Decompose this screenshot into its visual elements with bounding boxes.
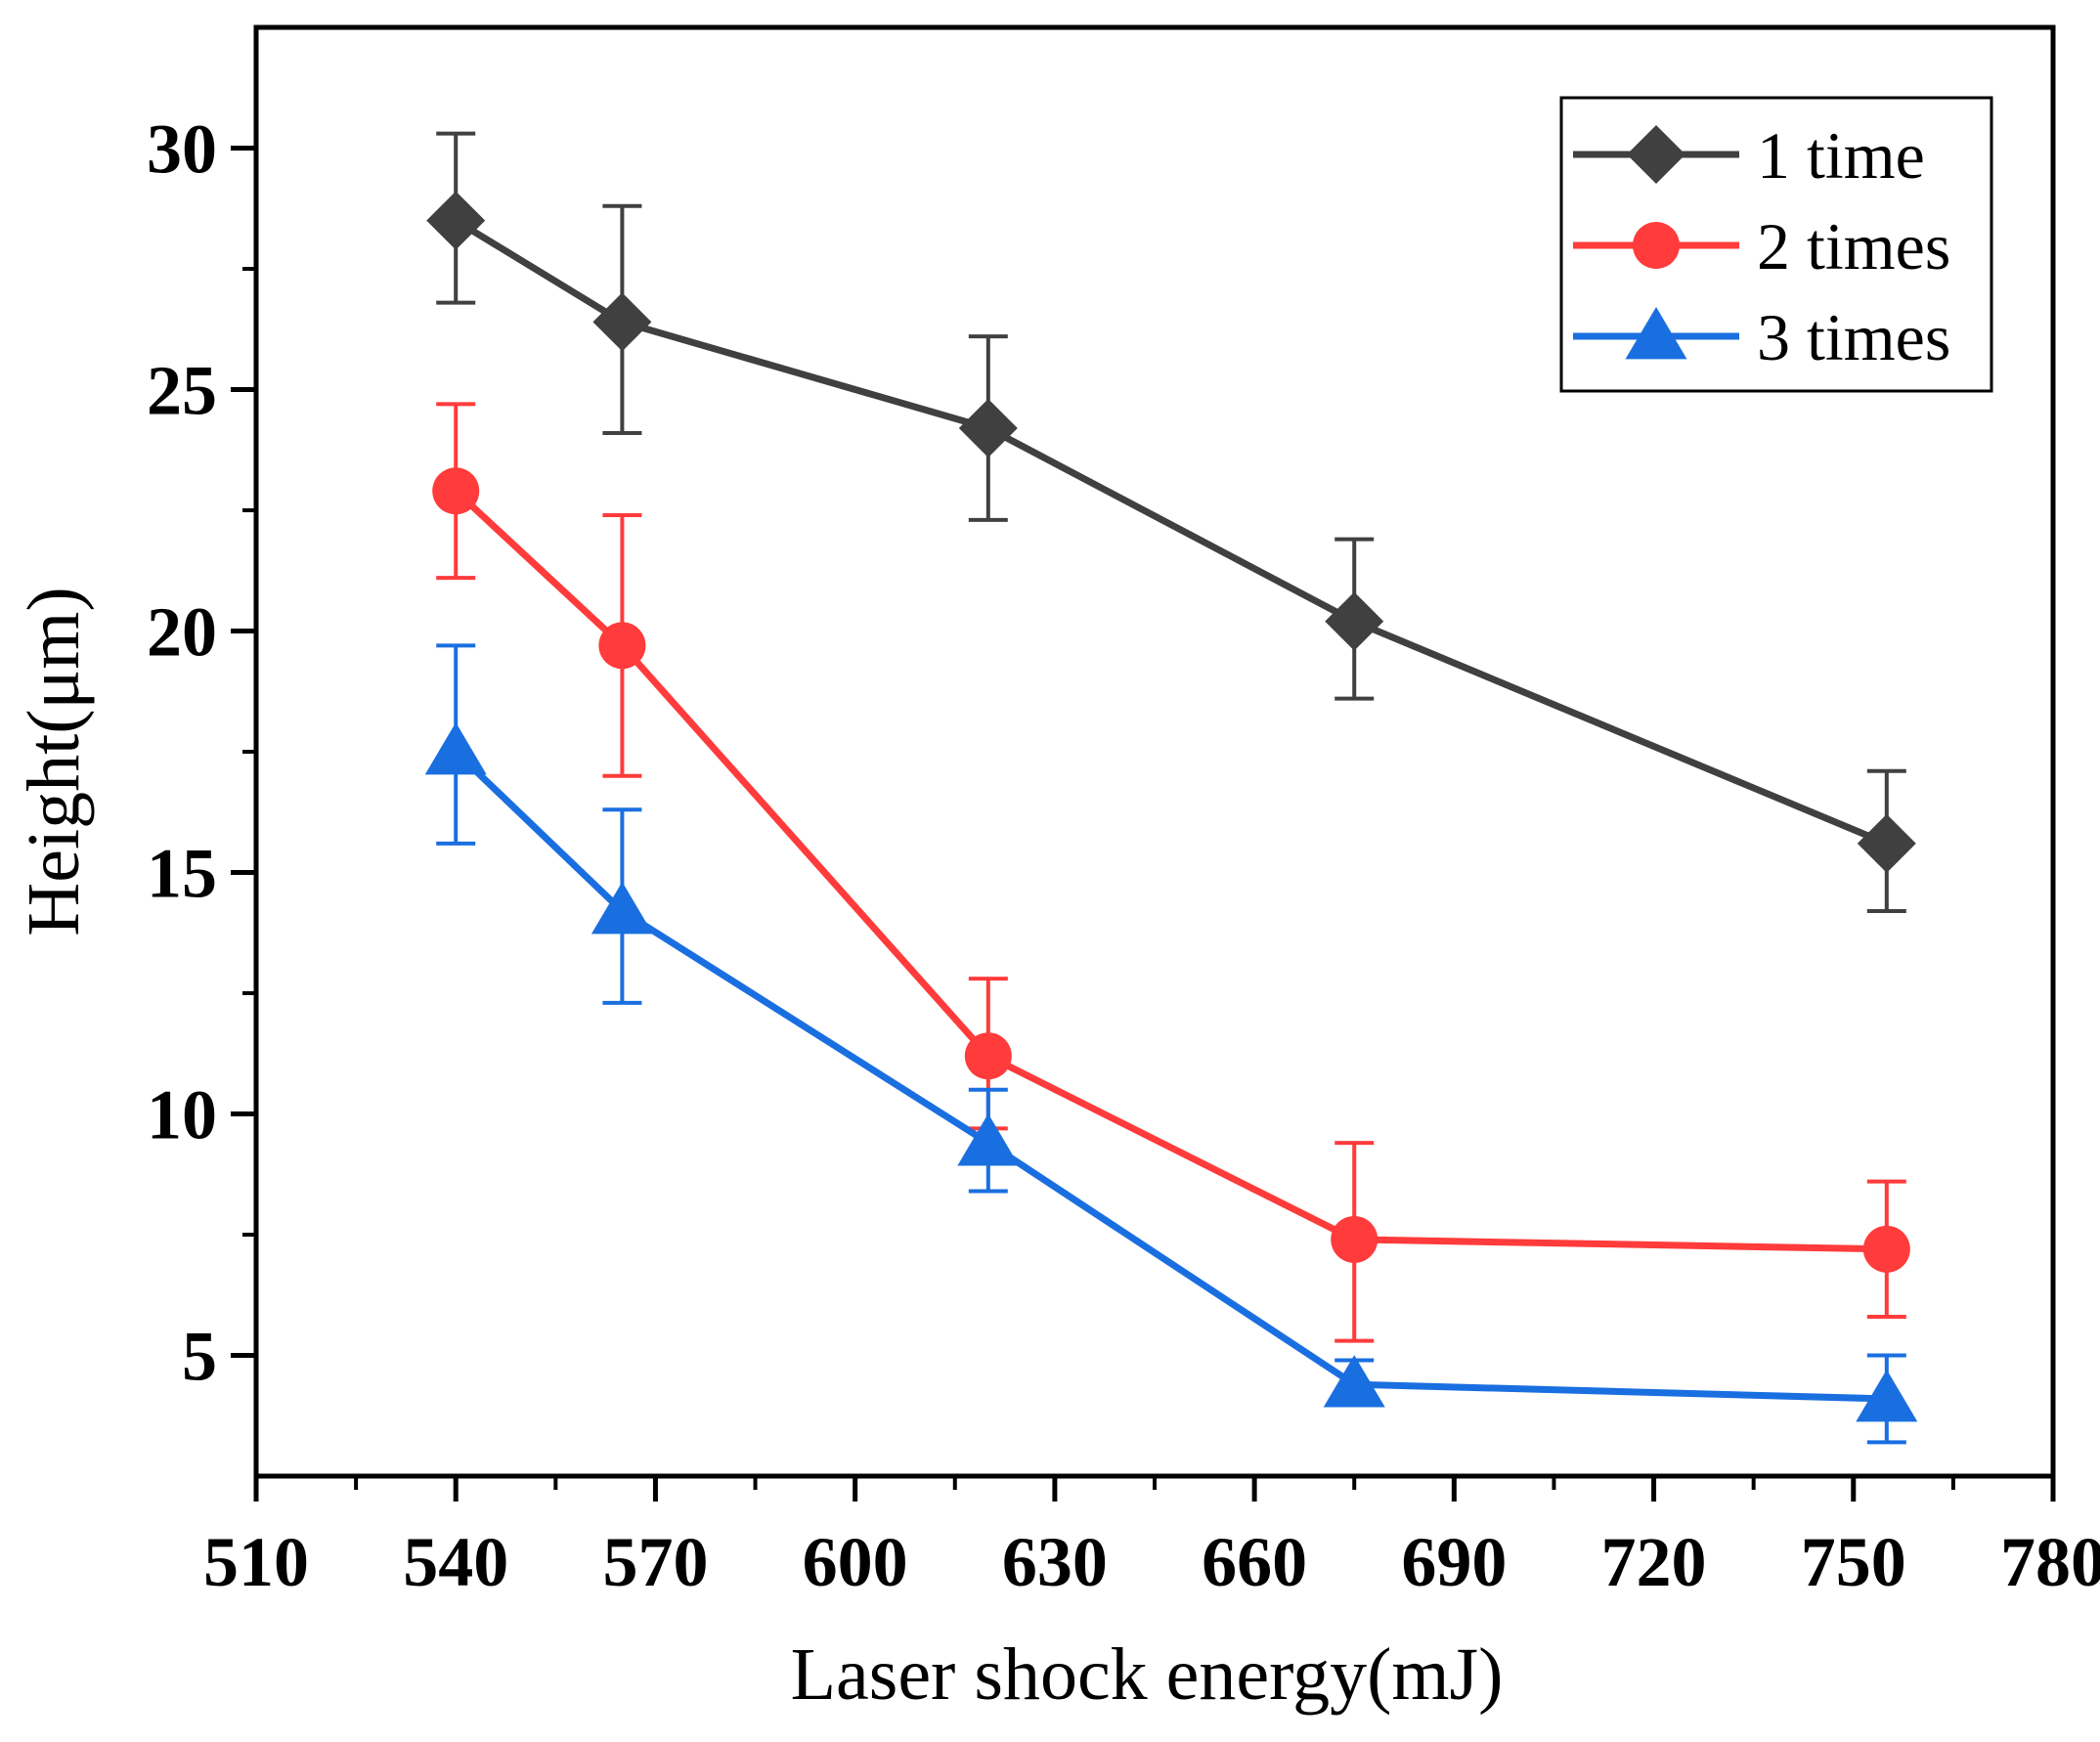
y-tick-label: 20 [147,593,217,672]
data-point [958,399,1018,458]
y-tick-label: 25 [147,352,217,430]
x-tick-label: 600 [803,1523,908,1601]
legend-label: 2 times [1757,209,1950,283]
y-tick-label: 5 [182,1318,217,1396]
series-2-times [432,402,1910,1343]
data-layer [424,131,1918,1445]
legend-entry: 3 times [1573,300,1950,374]
x-axis-title: Laser shock energy(mJ) [791,1633,1504,1716]
legend-marker [1627,125,1685,184]
data-point [424,722,487,775]
data-point [1325,591,1384,651]
series-line [453,749,1887,1403]
legend-label: 1 time [1757,118,1925,193]
data-point [957,1113,1020,1166]
x-tick-label: 750 [1801,1523,1906,1601]
y-tick-label: 15 [147,835,217,913]
data-point [592,292,652,352]
legend-marker [1633,222,1680,269]
x-tick-label: 690 [1401,1523,1507,1601]
data-point [1856,1369,1918,1422]
data-point [1331,1215,1378,1263]
legend-label: 3 times [1757,300,1950,374]
data-point [1857,813,1916,873]
x-tick-label: 780 [2000,1523,2100,1601]
legend-entry: 1 time [1573,118,1925,193]
y-axis-title: Height(μm) [13,587,95,936]
y-tick-label: 10 [147,1076,217,1154]
legend: 1 time 2 times 3 times [1559,96,1993,393]
data-point [598,622,646,670]
x-tick-label: 570 [602,1523,708,1601]
series-3-times [424,643,1918,1445]
axis-labels: Laser shock energy(mJ) Height(μm) [13,587,1503,1716]
x-tick-label: 540 [403,1523,508,1601]
data-point [432,467,480,515]
x-tick-label: 630 [1002,1523,1108,1601]
data-point [1323,1355,1385,1408]
x-tick-label: 660 [1202,1523,1307,1601]
data-point [1862,1225,1910,1273]
legend-entry: 2 times [1573,209,1950,283]
y-tick-label: 30 [147,110,217,189]
data-point [591,882,653,935]
series-line [453,488,1887,1253]
axes-layer: 510 540 570 600 630 660 690 720 750 7805101520253… [147,24,2100,1601]
legend-marker [1625,307,1687,360]
x-tick-label: 510 [203,1523,309,1601]
series-1-time [426,131,1916,914]
x-tick-label: 720 [1601,1523,1707,1601]
data-point [426,191,486,250]
data-point [964,1032,1012,1080]
